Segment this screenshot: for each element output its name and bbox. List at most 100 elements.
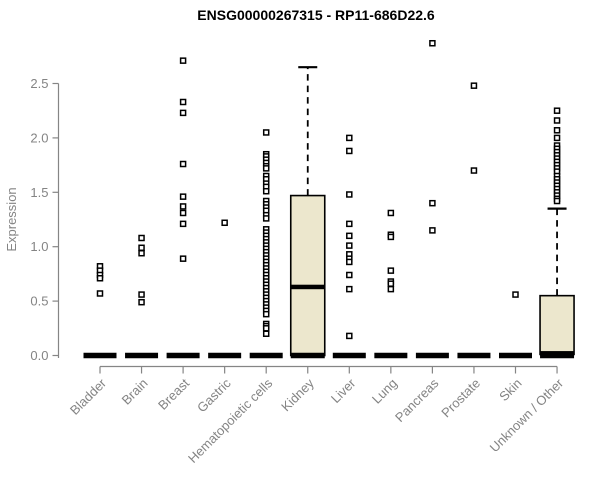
box-rect (289, 194, 326, 357)
outlier-point (262, 165, 270, 172)
box-group-lung (374, 209, 408, 359)
box-group-liver (332, 134, 366, 359)
outlier-point (429, 199, 436, 207)
flat-box-bar (83, 352, 117, 359)
box-group-kidney (289, 66, 326, 359)
outlier-point (553, 127, 561, 134)
x-tick-label-bladder: Bladder (67, 375, 110, 418)
y-tick-label: 1.0 (30, 239, 48, 254)
box-group-breast (166, 57, 200, 359)
outlier-point (138, 298, 145, 306)
x-tick-label-unknown-other: Unknown / Other (487, 375, 567, 455)
outlier-point (553, 134, 561, 142)
outlier-point (262, 325, 270, 332)
flat-box-bar (332, 352, 366, 359)
y-tick-label: 2.0 (30, 130, 48, 145)
box-group-pancreas (415, 39, 449, 359)
outlier-point (96, 275, 104, 282)
outlier-point (346, 134, 353, 142)
box-rect (539, 294, 575, 356)
outlier-point (553, 117, 561, 124)
y-tick-label: 0.5 (30, 294, 48, 309)
outlier-point (387, 280, 395, 287)
x-tick-label-gastric: Gastric (194, 375, 234, 415)
box-group-gastric (208, 219, 242, 359)
x-tick-label-brain: Brain (119, 376, 151, 408)
y-axis: 0.0 0.5 1.0 1.5 2.0 2.5 Expression (4, 76, 60, 363)
outlier-point (470, 82, 478, 89)
outlier-point (262, 215, 270, 222)
outlier-point (387, 209, 395, 217)
x-tick-label-lung: Lung (369, 376, 400, 407)
median-line (290, 284, 325, 290)
x-tick-label-liver: Liver (328, 375, 359, 406)
outlier-point (429, 39, 436, 47)
box-group-hematopoietic-cells (249, 129, 283, 359)
y-tick-label: 0.0 (30, 348, 48, 363)
y-axis-title: Expression (4, 187, 19, 251)
outlier-point (512, 291, 519, 298)
x-tick-label-pancreas: Pancreas (392, 375, 442, 425)
flat-box-bar (249, 352, 283, 359)
flat-box-bar (457, 352, 491, 359)
x-tick-label-prostate: Prostate (438, 376, 483, 421)
x-tick-label-kidney: Kidney (278, 375, 317, 414)
outlier-point (138, 291, 145, 298)
lower-hinge-bar (290, 352, 325, 359)
outlier-point (387, 233, 395, 241)
outlier-point (179, 193, 187, 200)
box-group-bladder (83, 263, 117, 359)
outlier-point (179, 98, 187, 106)
outlier-point (346, 191, 353, 198)
outlier-point (221, 219, 228, 227)
outlier-point (429, 227, 436, 234)
outlier-point (262, 187, 270, 195)
outlier-point (262, 310, 270, 318)
flat-box-bar (125, 352, 159, 359)
outlier-point (138, 244, 145, 252)
outlier-point (138, 234, 145, 242)
box-group-skin (499, 291, 532, 359)
flat-box-bar (499, 352, 532, 359)
outlier-point (346, 147, 353, 155)
outlier-point (346, 258, 353, 266)
flat-box-bar (166, 352, 200, 359)
outlier-point (346, 242, 353, 249)
outlier-point (262, 129, 270, 136)
chart-title: ENSG00000267315 - RP11-686D22.6 (197, 7, 435, 23)
x-tick-label-skin: Skin (496, 376, 524, 404)
outlier-point (179, 109, 187, 117)
outlier-point (387, 285, 395, 293)
outlier-point (553, 107, 561, 114)
outlier-point (346, 285, 353, 293)
y-tick-label: 2.5 (30, 76, 48, 91)
flat-box-bar (374, 352, 408, 359)
outlier-point (179, 255, 187, 262)
box-group-brain (125, 234, 159, 359)
outlier-point (179, 57, 187, 64)
outlier-point (138, 249, 145, 257)
outlier-point (346, 220, 353, 228)
x-tick-label-breast: Breast (155, 375, 192, 412)
median-line (540, 351, 575, 356)
outlier-point (96, 290, 104, 297)
outlier-point (346, 232, 353, 240)
outlier-point (262, 330, 270, 337)
outlier-point (346, 332, 353, 340)
outlier-point (179, 160, 187, 168)
outlier-point (179, 220, 187, 228)
outlier-point (346, 271, 353, 279)
outlier-point (179, 209, 187, 217)
outlier-point (179, 203, 187, 210)
box-group-unknown-other (539, 107, 575, 359)
outlier-point (387, 267, 395, 274)
flat-box-bar (415, 352, 449, 359)
outlier-point (553, 197, 561, 205)
flat-box-bar (208, 352, 242, 359)
y-tick-label: 1.5 (30, 185, 48, 200)
outlier-point (470, 167, 478, 174)
box-group-prostate (457, 82, 491, 359)
